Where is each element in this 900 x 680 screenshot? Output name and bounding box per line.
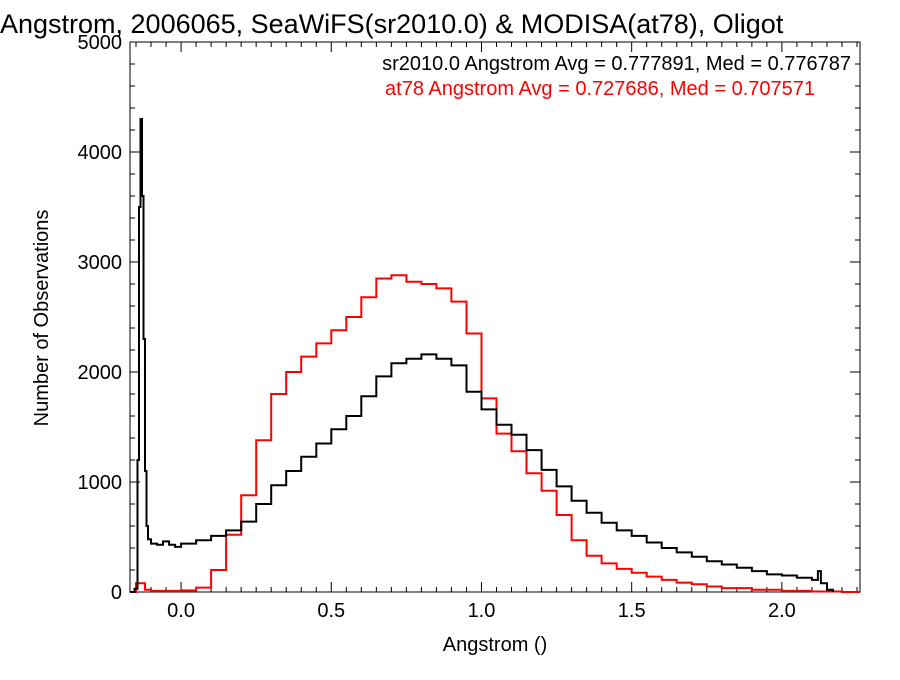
y-tick-label: 3000 (78, 252, 123, 274)
axis-ticks: 0.0 0.5 1.0 1.5 2.0 0 1000 2000 3000 4000 5000 (78, 32, 860, 622)
y-axis-label: Number of Observations (31, 210, 53, 427)
plot-frame (129, 41, 861, 593)
series-line-0 (130, 118, 834, 593)
y-tick-label: 0 (111, 582, 122, 604)
y-tick-label: 1000 (78, 472, 123, 494)
annotation-at78: at78 Angstrom Avg = 0.727686, Med = 0.70… (385, 78, 815, 100)
series-layer (130, 118, 860, 593)
series-line-1 (130, 274, 860, 593)
x-tick-label: 0.0 (167, 600, 195, 622)
chart-title: Angstrom, 2006065, SeaWiFS(sr2010.0) & M… (0, 9, 784, 39)
y-tick-label: 4000 (78, 142, 123, 164)
x-tick-label: 0.5 (317, 600, 345, 622)
x-axis-label: Angstrom () (443, 634, 547, 656)
x-tick-label: 1.5 (618, 600, 646, 622)
y-tick-label: 5000 (78, 32, 123, 54)
x-tick-label: 1.0 (468, 600, 496, 622)
annotation-sr2010: sr2010.0 Angstrom Avg = 0.777891, Med = … (382, 53, 851, 75)
y-tick-label: 2000 (78, 362, 123, 384)
x-tick-label: 2.0 (768, 600, 796, 622)
